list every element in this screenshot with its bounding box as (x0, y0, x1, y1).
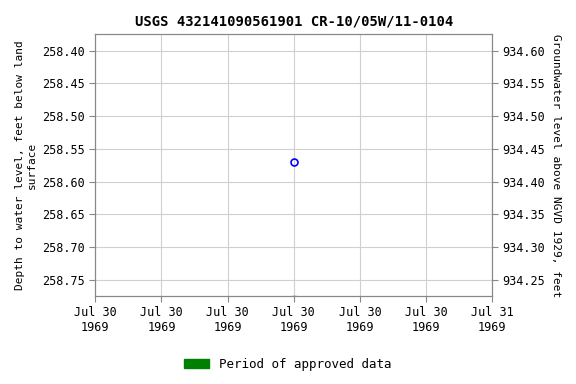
Title: USGS 432141090561901 CR-10/05W/11-0104: USGS 432141090561901 CR-10/05W/11-0104 (135, 15, 453, 29)
Y-axis label: Groundwater level above NGVD 1929, feet: Groundwater level above NGVD 1929, feet (551, 33, 561, 297)
Y-axis label: Depth to water level, feet below land
surface: Depth to water level, feet below land su… (15, 40, 37, 290)
Legend: Period of approved data: Period of approved data (179, 353, 397, 376)
